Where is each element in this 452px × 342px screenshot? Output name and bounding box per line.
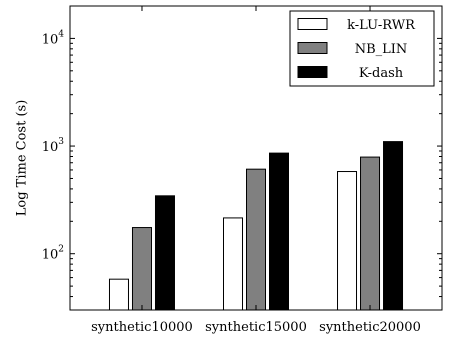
legend-swatch-k-lu-rwr	[297, 18, 328, 30]
bar-k-lu-rwr-synthetic15000	[223, 217, 243, 311]
ticks-layer: synthetic10000 synthetic15000 synthetic200…	[42, 5, 442, 335]
legend-swatch-k-dash	[297, 66, 328, 78]
y-tick-label: 103	[42, 137, 65, 155]
legend-label-k-lu-rwr: k-LU-RWR	[347, 18, 416, 33]
bar-k-dash-synthetic10000	[154, 195, 175, 311]
x-tick-label: synthetic15000	[205, 320, 307, 335]
bar-k-dash-synthetic15000	[269, 152, 289, 311]
bar-nb-lin-synthetic20000	[360, 156, 381, 311]
y-tick-label: 102	[42, 245, 64, 263]
y-axis-title: Log Time Cost (s)	[15, 100, 30, 217]
x-tick-label: synthetic10000	[91, 320, 193, 335]
bar-nb-lin-synthetic15000	[246, 168, 266, 311]
bar-nb-lin-synthetic10000	[131, 227, 152, 311]
legend-items: k-LU-RWR NB_LIN K-dash	[297, 18, 416, 81]
legend-label-k-dash: K-dash	[359, 66, 404, 81]
bar-k-dash-synthetic20000	[383, 141, 404, 311]
legend-swatch-nb-lin	[297, 42, 328, 54]
legend: k-LU-RWR NB_LIN K-dash	[289, 10, 435, 87]
bar-k-lu-rwr-synthetic10000	[108, 278, 129, 311]
x-tick-label: synthetic20000	[319, 320, 421, 335]
legend-label-nb-lin: NB_LIN	[355, 42, 408, 57]
bar-k-lu-rwr-synthetic20000	[337, 171, 358, 311]
bars-layer	[108, 141, 404, 311]
y-tick-label: 104	[42, 29, 65, 47]
